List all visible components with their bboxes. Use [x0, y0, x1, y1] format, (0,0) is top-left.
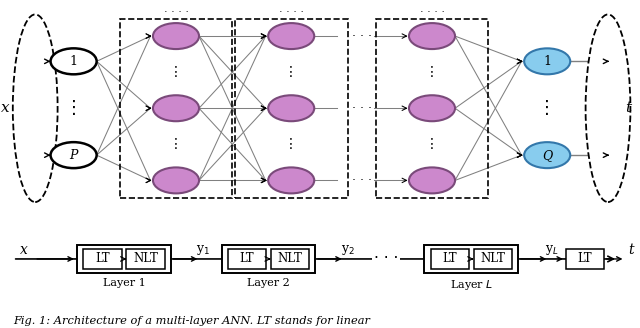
Bar — [566, 249, 604, 269]
Circle shape — [268, 95, 314, 121]
Circle shape — [524, 48, 570, 74]
Text: x: x — [20, 243, 28, 257]
Text: NLT: NLT — [133, 253, 158, 265]
Text: LT: LT — [442, 253, 457, 265]
Text: Layer 2: Layer 2 — [247, 277, 290, 288]
Bar — [424, 245, 518, 273]
Bar — [120, 19, 232, 198]
Text: · · · ·: · · · · — [419, 7, 445, 17]
Text: Q: Q — [542, 149, 552, 162]
Circle shape — [409, 95, 455, 121]
Ellipse shape — [586, 14, 630, 202]
Text: 1: 1 — [70, 55, 77, 68]
Text: Layer 1: Layer 1 — [102, 277, 145, 288]
Text: · · ·: · · · — [351, 174, 372, 187]
Text: ⋮: ⋮ — [169, 65, 183, 79]
Circle shape — [268, 167, 314, 194]
Bar — [474, 249, 512, 269]
Text: Fig. 1: Architecture of a multi-layer ANN. LT stands for linear: Fig. 1: Architecture of a multi-layer AN… — [13, 317, 370, 326]
Text: LT: LT — [95, 253, 110, 265]
Ellipse shape — [13, 14, 58, 202]
Text: y$_1$: y$_1$ — [196, 243, 211, 257]
Text: Layer $L$: Layer $L$ — [449, 277, 493, 292]
Text: · · · ·: · · · · — [278, 7, 304, 17]
Circle shape — [51, 48, 97, 74]
Text: 1: 1 — [543, 55, 551, 68]
Circle shape — [268, 23, 314, 49]
Circle shape — [409, 23, 455, 49]
Text: ⋮: ⋮ — [169, 137, 183, 151]
Bar — [127, 249, 164, 269]
Text: y$_2$: y$_2$ — [340, 243, 355, 257]
Bar — [235, 19, 348, 198]
Text: P: P — [69, 149, 78, 162]
Text: ⋮: ⋮ — [425, 137, 439, 151]
Text: y$_L$: y$_L$ — [545, 243, 559, 257]
Circle shape — [153, 23, 199, 49]
Text: ⋮: ⋮ — [284, 137, 298, 151]
Circle shape — [51, 142, 97, 168]
Text: · · ·: · · · — [351, 30, 372, 43]
Circle shape — [409, 167, 455, 194]
Text: ⋮: ⋮ — [284, 65, 298, 79]
Text: LT: LT — [239, 253, 254, 265]
Text: · · · ·: · · · · — [163, 7, 189, 17]
Text: t: t — [628, 243, 634, 257]
Circle shape — [524, 142, 570, 168]
Text: x: x — [1, 101, 10, 115]
Bar — [271, 249, 309, 269]
Bar — [376, 19, 488, 198]
Text: · · ·: · · · — [374, 252, 398, 266]
Bar — [431, 249, 468, 269]
Bar — [221, 245, 315, 273]
Text: NLT: NLT — [278, 253, 302, 265]
Text: NLT: NLT — [480, 253, 505, 265]
Circle shape — [153, 167, 199, 194]
Circle shape — [153, 95, 199, 121]
Text: ⋮: ⋮ — [65, 99, 83, 117]
Text: ⋮: ⋮ — [538, 99, 556, 117]
Bar — [77, 245, 171, 273]
Bar — [228, 249, 266, 269]
Text: LT: LT — [577, 253, 592, 265]
Text: t: t — [625, 101, 632, 115]
Text: ⋮: ⋮ — [425, 65, 439, 79]
Bar — [83, 249, 122, 269]
Text: · · ·: · · · — [351, 102, 372, 115]
